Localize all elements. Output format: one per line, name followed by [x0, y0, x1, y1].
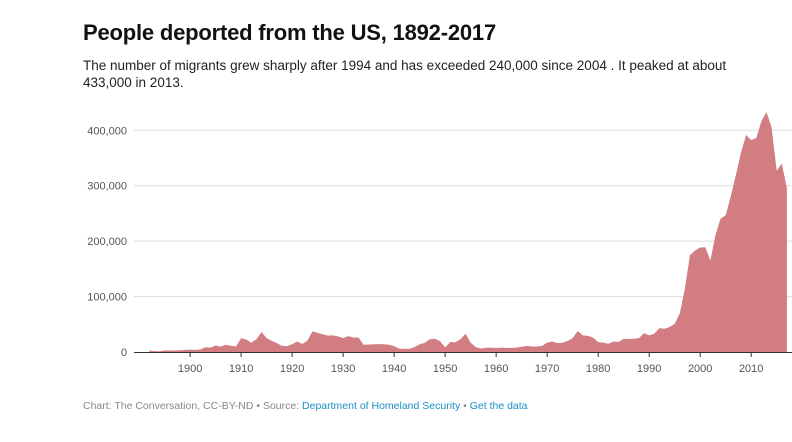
x-tick-label: 1960: [484, 363, 508, 375]
x-tick-label: 1900: [178, 363, 202, 375]
x-tick-label: 1940: [382, 363, 406, 375]
y-axis-tick-labels: 0 100,000 200,000 300,000 400,000: [87, 125, 127, 359]
y-tick-label: 200,000: [87, 236, 127, 248]
chart-title: People deported from the US, 1892-2017: [83, 20, 496, 45]
chart-footer: Chart: The Conversation, CC-BY-ND • Sour…: [83, 400, 528, 412]
area-path: [149, 112, 787, 352]
credit-text: Chart: The Conversation, CC-BY-ND: [83, 400, 254, 412]
area-series: [149, 112, 787, 352]
x-tick-label: 2010: [739, 363, 763, 375]
x-tick-label: 1930: [331, 363, 355, 375]
x-tick-label: 1990: [637, 363, 661, 375]
source-label: Source:: [262, 400, 300, 412]
gridlines: [134, 129, 792, 298]
x-tick-label: 1970: [535, 363, 559, 375]
x-tick-label: 1910: [229, 363, 253, 375]
x-tick-label: 1950: [433, 363, 457, 375]
chart-subtitle: The number of migrants grew sharply afte…: [83, 58, 727, 90]
footer-separator: •: [463, 400, 467, 412]
y-tick-label: 100,000: [87, 292, 127, 304]
x-tick-label: 1920: [280, 363, 304, 375]
x-tick-label: 1980: [586, 363, 610, 375]
y-tick-label: 0: [121, 347, 127, 359]
x-axis-tick-labels: 1900 1910 1920 1930 1940 1950 1960 1970 1980 1990…: [178, 352, 763, 375]
source-link[interactable]: Department of Homeland Security: [302, 400, 461, 412]
get-data-link[interactable]: Get the data: [469, 400, 528, 412]
footer-separator: •: [256, 400, 261, 412]
y-tick-label: 300,000: [87, 181, 127, 193]
x-tick-label: 2000: [688, 363, 712, 375]
y-tick-label: 400,000: [87, 125, 127, 137]
